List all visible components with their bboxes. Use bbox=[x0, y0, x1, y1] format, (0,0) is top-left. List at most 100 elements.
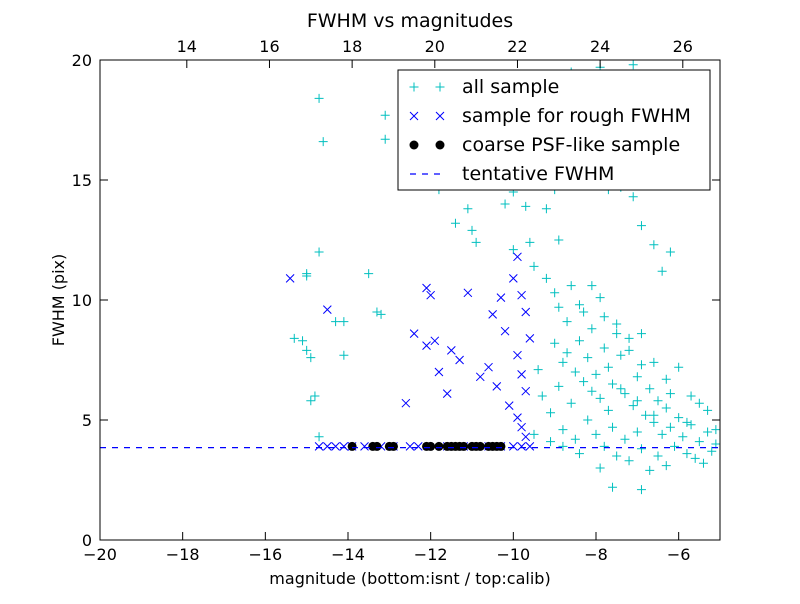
data-point bbox=[463, 204, 473, 214]
x-tick-label: −6 bbox=[667, 545, 691, 564]
data-point bbox=[632, 427, 642, 437]
data-point bbox=[529, 429, 539, 439]
data-point bbox=[331, 317, 341, 327]
data-point bbox=[674, 413, 684, 423]
data-point bbox=[636, 485, 646, 495]
x-axis-label: magnitude (bottom:isnt / top:calib) bbox=[269, 569, 550, 588]
top-x-tick-label: 24 bbox=[590, 37, 610, 56]
data-point bbox=[587, 324, 597, 334]
data-point bbox=[587, 281, 597, 291]
data-point bbox=[558, 357, 568, 367]
data-point bbox=[603, 405, 613, 415]
data-point bbox=[707, 446, 717, 456]
data-point bbox=[665, 247, 675, 257]
data-point bbox=[558, 441, 568, 451]
data-point bbox=[388, 441, 398, 451]
data-point bbox=[608, 422, 618, 432]
data-point bbox=[372, 441, 382, 451]
legend-swatch bbox=[409, 140, 419, 150]
data-point bbox=[583, 353, 593, 363]
data-point bbox=[521, 386, 531, 396]
data-point bbox=[434, 367, 444, 377]
data-point bbox=[566, 398, 576, 408]
data-point bbox=[661, 403, 671, 413]
data-point bbox=[550, 288, 560, 298]
axes: −20 −18 −16 −14 −12 −10 −8 −6 0 5 10 15 20 14 16 18 20 22… bbox=[72, 37, 721, 564]
series-1 bbox=[289, 60, 720, 495]
data-point bbox=[314, 442, 324, 451]
data-point bbox=[599, 312, 609, 322]
x-tick-label: −14 bbox=[331, 545, 365, 564]
x-tick-label: −10 bbox=[496, 545, 530, 564]
data-point bbox=[583, 415, 593, 425]
data-point bbox=[285, 274, 295, 283]
data-point bbox=[574, 300, 584, 310]
data-point bbox=[591, 369, 601, 379]
data-point bbox=[694, 398, 704, 408]
data-point bbox=[686, 391, 696, 401]
data-point bbox=[446, 346, 456, 355]
data-point bbox=[653, 451, 663, 461]
data-point bbox=[562, 348, 572, 358]
legend-label: tentative FWHM bbox=[462, 163, 614, 185]
data-point bbox=[310, 391, 320, 401]
data-point bbox=[537, 391, 547, 401]
data-point bbox=[380, 134, 390, 144]
data-point bbox=[517, 290, 526, 300]
data-point bbox=[533, 365, 543, 375]
data-point bbox=[641, 410, 651, 420]
data-point bbox=[508, 245, 518, 255]
data-point bbox=[566, 281, 576, 291]
data-point bbox=[546, 437, 556, 447]
data-point bbox=[624, 456, 634, 466]
data-point bbox=[645, 465, 655, 475]
data-point bbox=[711, 425, 720, 435]
data-point bbox=[442, 389, 452, 398]
legend-entry: tentative FWHM bbox=[410, 163, 614, 185]
x-tick-label: −16 bbox=[248, 545, 282, 564]
data-point bbox=[587, 386, 597, 396]
legend-swatch bbox=[409, 111, 419, 121]
data-point bbox=[579, 377, 589, 387]
data-point bbox=[678, 432, 688, 442]
data-point bbox=[401, 398, 411, 408]
data-point bbox=[521, 201, 531, 211]
data-point bbox=[595, 393, 605, 403]
data-point bbox=[612, 319, 622, 329]
data-point bbox=[703, 405, 713, 415]
legend-entry: coarse PSF-like sample bbox=[409, 134, 680, 156]
data-point bbox=[459, 441, 469, 451]
data-point bbox=[513, 350, 522, 360]
data-point bbox=[475, 372, 485, 382]
data-point bbox=[632, 396, 642, 406]
data-point bbox=[570, 367, 580, 377]
data-point bbox=[603, 362, 613, 372]
data-point bbox=[496, 293, 506, 302]
data-point bbox=[624, 333, 634, 343]
data-point bbox=[488, 310, 498, 319]
data-point bbox=[508, 442, 518, 451]
legend-box bbox=[397, 69, 711, 191]
data-point bbox=[322, 442, 332, 451]
legend-swatch bbox=[435, 140, 445, 150]
data-point bbox=[521, 432, 531, 442]
data-point bbox=[314, 93, 324, 103]
x-tick-label: −12 bbox=[414, 545, 448, 564]
series-3 bbox=[347, 441, 506, 451]
data-point bbox=[562, 317, 572, 327]
data-point bbox=[612, 329, 622, 339]
legend-swatch bbox=[409, 82, 419, 92]
data-point bbox=[570, 434, 580, 444]
legend-entry: sample for rough FWHM bbox=[409, 105, 691, 127]
y-tick-label: 5 bbox=[82, 411, 92, 430]
data-point bbox=[620, 434, 630, 444]
data-point bbox=[657, 429, 667, 439]
data-point bbox=[694, 437, 704, 447]
data-point bbox=[302, 345, 312, 355]
data-point bbox=[298, 336, 308, 346]
data-point bbox=[314, 247, 324, 257]
data-point bbox=[364, 269, 374, 279]
data-point bbox=[508, 274, 518, 283]
